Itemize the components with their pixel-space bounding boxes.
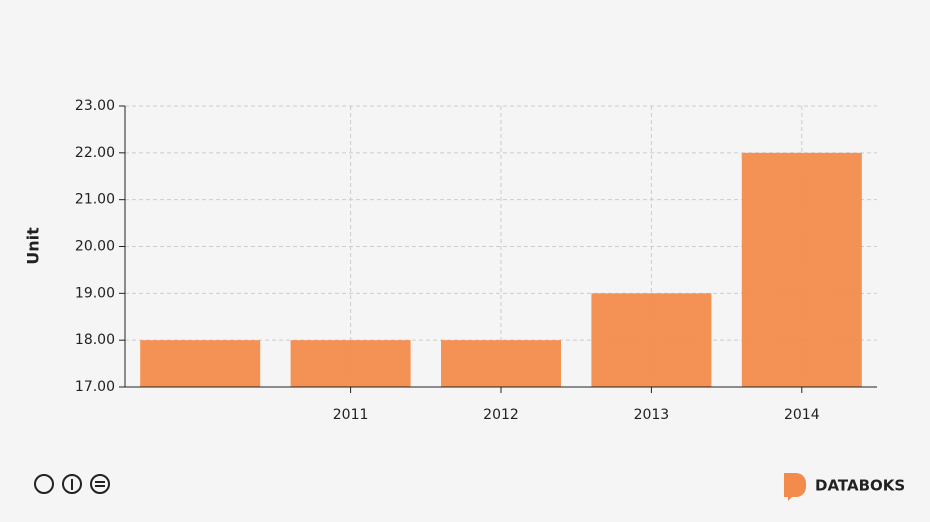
y-tick-label: 18.00 <box>75 332 115 348</box>
y-tick-label: 22.00 <box>75 145 115 161</box>
x-tick-label: 2012 <box>483 407 519 423</box>
bars <box>140 152 862 387</box>
license-icons <box>34 474 110 494</box>
bar <box>140 340 261 387</box>
bar <box>591 293 712 387</box>
y-axis-label: Unit <box>24 227 43 265</box>
x-tick-label: 2011 <box>333 407 369 423</box>
bar <box>741 152 862 387</box>
brand-logo <box>784 473 806 501</box>
x-tick-label: 2014 <box>784 407 820 423</box>
y-tick-label: 20.00 <box>75 239 115 255</box>
y-tick-label: 23.00 <box>75 98 115 114</box>
bar <box>441 340 561 387</box>
x-tick-label: 2013 <box>634 407 670 423</box>
brand-name: DATABOKS <box>815 477 905 495</box>
y-tick-label: 17.00 <box>75 379 115 395</box>
y-tick-label: 21.00 <box>75 192 115 208</box>
bar <box>290 340 411 387</box>
y-tick-label: 19.00 <box>75 285 115 301</box>
